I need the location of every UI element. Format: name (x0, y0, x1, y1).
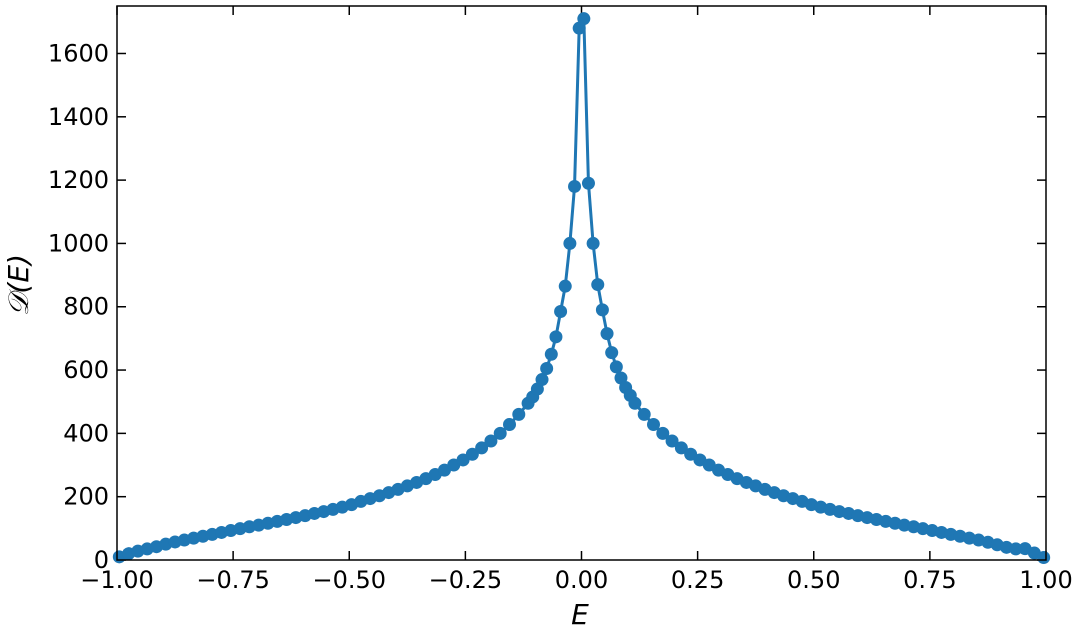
y-tick-label: 400 (63, 419, 109, 447)
data-point (503, 418, 517, 432)
y-tick-label: 1200 (48, 166, 109, 194)
plot-frame (116, 5, 1047, 561)
data-point (600, 327, 614, 341)
y-tick-label: 1000 (48, 229, 109, 257)
x-tick-label: −0.50 (312, 566, 386, 594)
series-line (118, 18, 1045, 559)
data-point (549, 330, 563, 344)
data-point (554, 304, 568, 318)
data-point (465, 447, 479, 461)
data-point (456, 453, 470, 467)
x-tick-label: −0.25 (429, 566, 503, 594)
x-axis-label: E (571, 598, 589, 631)
y-tick-label: 200 (63, 483, 109, 511)
data-point (544, 347, 558, 361)
y-tick-label: 800 (63, 293, 109, 321)
data-point (628, 396, 642, 410)
data-point (591, 278, 605, 292)
data-point (586, 236, 600, 250)
x-tick-label: −1.00 (80, 566, 154, 594)
x-tick-label: 0.00 (555, 566, 608, 594)
data-point (1037, 550, 1051, 564)
data-point (568, 179, 582, 193)
data-point (1009, 542, 1023, 556)
x-tick-label: 0.25 (671, 566, 724, 594)
x-tick-label: −0.75 (196, 566, 270, 594)
data-point (646, 418, 660, 432)
y-tick-label: 0 (94, 546, 109, 574)
data-point (577, 12, 591, 26)
data-point (609, 360, 623, 374)
x-tick-label: 0.50 (787, 566, 840, 594)
data-point (493, 426, 507, 440)
data-point (512, 407, 526, 421)
data-point (605, 346, 619, 360)
data-point (656, 426, 670, 440)
data-point (581, 176, 595, 190)
data-point (674, 441, 688, 455)
data-point (637, 407, 651, 421)
y-tick-label: 1400 (48, 103, 109, 131)
y-tick-label: 1600 (48, 39, 109, 67)
data-point (484, 434, 498, 448)
data-point (475, 441, 489, 455)
data-point (558, 279, 572, 293)
data-point (665, 434, 679, 448)
data-point (563, 236, 577, 250)
y-tick-label: 600 (63, 356, 109, 384)
data-point (595, 303, 609, 317)
data-point (535, 373, 549, 387)
x-tick-label: 1.00 (1019, 566, 1072, 594)
data-point (684, 447, 698, 461)
data-point (540, 361, 554, 375)
y-axis-label: 𝒟(E) (2, 254, 35, 316)
x-tick-label: 0.75 (903, 566, 956, 594)
